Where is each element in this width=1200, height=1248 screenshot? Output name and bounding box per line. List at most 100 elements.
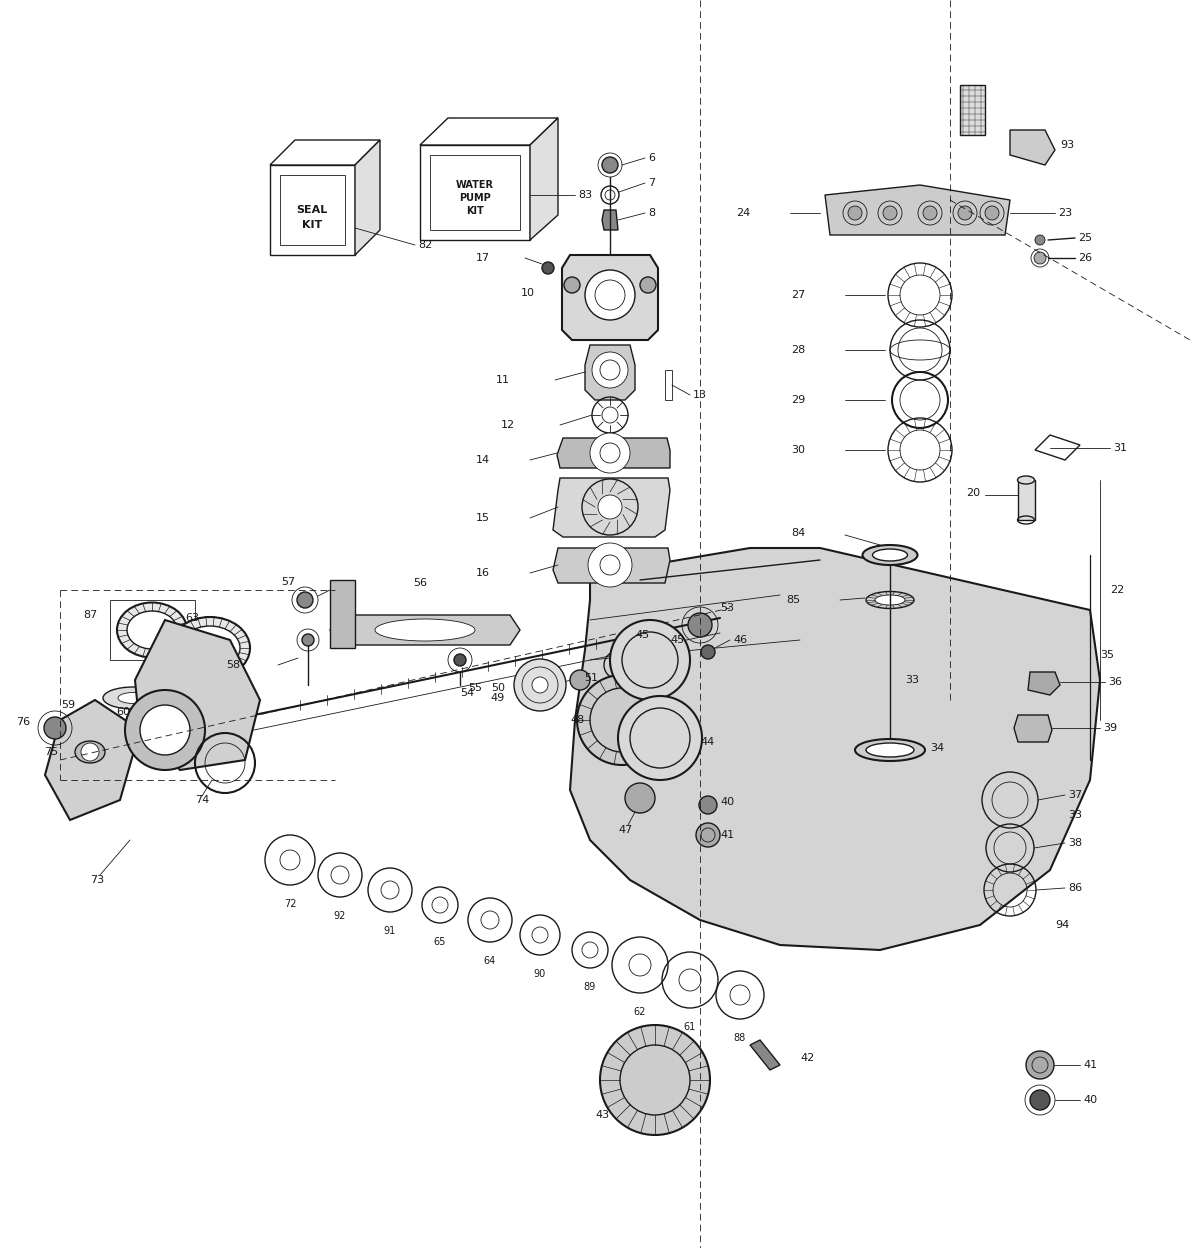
Circle shape [958, 206, 972, 220]
Ellipse shape [866, 592, 914, 609]
Polygon shape [1010, 130, 1055, 165]
Circle shape [602, 157, 618, 173]
Circle shape [454, 654, 466, 666]
Circle shape [1034, 252, 1046, 265]
Text: 74: 74 [194, 795, 209, 805]
Circle shape [1026, 1051, 1054, 1080]
Text: 60: 60 [116, 708, 130, 718]
Polygon shape [750, 1040, 780, 1070]
Text: 36: 36 [1108, 676, 1122, 686]
Text: 90: 90 [534, 968, 546, 978]
Circle shape [696, 822, 720, 847]
Polygon shape [330, 580, 355, 648]
Circle shape [883, 206, 898, 220]
Ellipse shape [74, 741, 106, 763]
Text: SEAL: SEAL [296, 205, 328, 215]
Text: 45: 45 [670, 635, 684, 645]
Text: 11: 11 [496, 374, 510, 384]
Ellipse shape [854, 739, 925, 761]
Text: 26: 26 [1078, 253, 1092, 263]
Text: 27: 27 [791, 290, 805, 300]
Text: 51: 51 [584, 673, 598, 683]
Ellipse shape [118, 603, 187, 658]
Polygon shape [420, 119, 558, 145]
Text: 33: 33 [905, 675, 919, 685]
Circle shape [44, 718, 66, 739]
Ellipse shape [127, 612, 178, 649]
Text: 40: 40 [1084, 1094, 1097, 1104]
Circle shape [600, 1025, 710, 1134]
Text: 82: 82 [418, 240, 432, 250]
Ellipse shape [170, 617, 250, 679]
Circle shape [610, 620, 690, 700]
Text: KIT: KIT [466, 206, 484, 216]
Text: 83: 83 [578, 190, 592, 200]
Ellipse shape [374, 619, 475, 641]
Text: 41: 41 [1084, 1060, 1097, 1070]
Polygon shape [553, 548, 670, 583]
Text: 54: 54 [460, 688, 474, 698]
Polygon shape [46, 700, 140, 820]
Text: 41: 41 [720, 830, 734, 840]
Text: 92: 92 [334, 911, 346, 921]
Polygon shape [330, 615, 520, 645]
Text: 25: 25 [1078, 233, 1092, 243]
Text: KIT: KIT [302, 220, 322, 230]
Text: 33: 33 [1068, 810, 1082, 820]
Text: 24: 24 [736, 208, 750, 218]
Text: 75: 75 [44, 748, 58, 758]
Circle shape [298, 592, 313, 608]
Text: 12: 12 [500, 421, 515, 431]
Circle shape [701, 645, 715, 659]
Circle shape [1030, 1090, 1050, 1109]
Ellipse shape [872, 549, 907, 562]
Polygon shape [270, 165, 355, 255]
Polygon shape [270, 140, 380, 165]
Text: 7: 7 [648, 178, 655, 188]
Circle shape [640, 277, 656, 293]
Polygon shape [960, 85, 985, 135]
Polygon shape [1014, 715, 1052, 743]
Circle shape [985, 206, 998, 220]
Text: 42: 42 [800, 1053, 815, 1063]
Text: 20: 20 [966, 488, 980, 498]
Text: 31: 31 [1114, 443, 1127, 453]
Circle shape [592, 352, 628, 388]
Text: 72: 72 [283, 899, 296, 909]
Text: 10: 10 [521, 288, 535, 298]
Text: 85: 85 [786, 595, 800, 605]
Polygon shape [602, 210, 618, 230]
Ellipse shape [866, 743, 914, 758]
Circle shape [82, 743, 98, 761]
Text: 17: 17 [476, 253, 490, 263]
Text: 86: 86 [1068, 884, 1082, 894]
Text: 89: 89 [584, 982, 596, 992]
Text: 94: 94 [1055, 920, 1069, 930]
Text: 48: 48 [571, 715, 586, 725]
Circle shape [586, 270, 635, 319]
Text: 22: 22 [1110, 585, 1124, 595]
Text: 63: 63 [185, 613, 199, 623]
Circle shape [302, 634, 314, 646]
Text: 30: 30 [791, 446, 805, 456]
Ellipse shape [180, 626, 240, 670]
Polygon shape [1018, 480, 1034, 520]
Text: 57: 57 [281, 577, 295, 587]
Ellipse shape [118, 693, 148, 704]
Circle shape [625, 782, 655, 812]
Text: PUMP: PUMP [460, 193, 491, 203]
Text: 13: 13 [694, 389, 707, 401]
Text: 44: 44 [700, 738, 714, 748]
Text: 34: 34 [930, 743, 944, 753]
Polygon shape [557, 438, 670, 468]
Text: 53: 53 [720, 603, 734, 613]
Circle shape [514, 659, 566, 711]
Text: 91: 91 [384, 926, 396, 936]
Ellipse shape [103, 686, 163, 709]
Ellipse shape [875, 595, 905, 605]
Text: 64: 64 [484, 956, 496, 966]
Text: 87: 87 [83, 610, 97, 620]
Text: 38: 38 [1068, 837, 1082, 847]
Circle shape [542, 262, 554, 275]
Circle shape [598, 495, 622, 519]
